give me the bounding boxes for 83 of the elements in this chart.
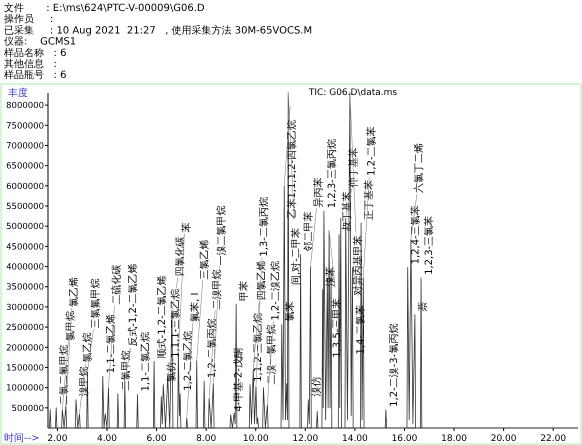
annotation: 对异丙基甲苯 xyxy=(352,236,364,296)
chart-title: TIC: G06.D\data.ms xyxy=(308,88,398,98)
y-tick-label: 7000000 xyxy=(6,141,44,152)
annotation: 1,2,4-三氯苯 xyxy=(410,205,422,264)
text: 已采集 : 10 Aug 2021 21:27 , 使用采集方法 30M-65VOCS.M xyxy=(4,24,312,36)
annotation: 1,1,2-三氯乙烷 xyxy=(252,312,264,382)
annotation: 1,2-二溴乙烷 xyxy=(269,261,282,321)
annotation: 1,3-二氯丙烷 xyxy=(258,197,270,257)
annotation: 氯乙烯 xyxy=(68,276,80,307)
annotation: 1,2,3-三氯苯 xyxy=(423,216,436,275)
annotation: 氯乙烷 xyxy=(81,332,94,363)
annotation: 邻二甲苯 xyxy=(302,211,315,252)
annotation: 顺式-1,2-二氯乙烯 xyxy=(156,275,168,358)
annotation: 4-甲基-2-戊酮 xyxy=(232,348,245,412)
y-tick-label: 3500000 xyxy=(6,282,44,293)
x-tick-label: 4.00 xyxy=(96,434,118,444)
x-tick-label: 22.00 xyxy=(540,434,566,444)
x-axis-title: 时间--> xyxy=(4,432,40,444)
annotation: 氟苯, I xyxy=(188,292,201,322)
annotation: 反式-1,2-二氯乙烯 xyxy=(126,264,139,347)
y-tick-label: 4000000 xyxy=(6,262,44,273)
y-tick-label: 2500000 xyxy=(6,323,44,334)
x-tick-label: 16.00 xyxy=(392,434,418,444)
annotation: 溴苯 xyxy=(324,266,337,287)
x-tick-label: 20.00 xyxy=(490,434,517,444)
annotation: 1,2-二溴-3-氯丙烷 xyxy=(388,324,400,407)
annotation: 三氯氟甲烷 xyxy=(89,278,102,329)
annotation: 一溴二氯甲烷 xyxy=(215,205,228,266)
annotation: 1,2,3-三氯丙烷 xyxy=(326,139,338,208)
annotation: 苯 xyxy=(180,222,192,233)
annotation: 1,2-二氯苯 xyxy=(365,126,378,176)
y-tick-label: 5500000 xyxy=(6,202,44,212)
x-tick-label: 12.00 xyxy=(292,434,318,444)
annotation: 氯仿 xyxy=(165,362,178,382)
x-tick-label: 6.00 xyxy=(146,434,167,444)
text: 其他信息 : xyxy=(4,58,57,70)
y-tick-label: 3000000 xyxy=(6,302,44,313)
annotation: 二硫化碳 xyxy=(110,264,122,305)
y-tick-label: 2000000 xyxy=(6,343,44,354)
y-tick-label: 1000000 xyxy=(6,384,44,394)
y-tick-label: 5000000 xyxy=(6,222,44,232)
annotation: 二氯二氟甲烷 xyxy=(58,344,70,405)
y-axis-title: 丰度 xyxy=(8,87,28,99)
annotation: 二氯甲烷 xyxy=(120,350,132,391)
annotation: 六氯丁二烯 xyxy=(412,143,425,194)
annotation: 叔丁基苯 xyxy=(341,192,354,232)
annotation: 三氯乙烯 xyxy=(198,239,211,280)
annotation: 1,1,1-三氯乙烷 xyxy=(170,288,182,358)
annotation: 萘 xyxy=(416,302,429,312)
y-tick-label: 1500000 xyxy=(6,363,44,374)
annotation: 四氯乙烯 xyxy=(255,260,268,301)
y-tick-label: 7500000 xyxy=(6,121,44,132)
annotation: 1,1-二氯乙烯 xyxy=(104,314,117,374)
annotation: 1,4-二氯苯 xyxy=(354,304,366,354)
text: 仪器: GCMS1 xyxy=(4,36,76,48)
x-tick-label: 2.00 xyxy=(47,434,68,444)
y-tick-label: 8000000 xyxy=(6,101,44,112)
y-tick-label: 500000 xyxy=(12,404,44,414)
x-tick-label: 8.00 xyxy=(196,434,216,444)
x-tick-label: 10.00 xyxy=(242,434,269,444)
annotation: 溴甲烷 xyxy=(78,366,90,397)
text: 样品名称 : 6 xyxy=(4,46,66,59)
annotation: 甲苯 xyxy=(238,281,250,302)
annotation: 氯甲烷 xyxy=(64,310,76,341)
text: 操作员 : xyxy=(4,13,54,26)
annotation: 1,3,5-三甲苯 xyxy=(331,298,344,358)
annotation: 1,2-二氯乙烷 xyxy=(182,331,194,391)
annotation: 乙苯1,1,1,2-四氯乙烷 xyxy=(286,120,298,219)
y-tick-label: 6500000 xyxy=(6,162,44,172)
annotation: 二溴甲烷 xyxy=(211,269,224,310)
annotation: 1,1-二氯乙烷 xyxy=(139,332,152,392)
annotation: 氯苯 xyxy=(284,302,296,322)
y-tick-label: 6000000 xyxy=(6,182,44,192)
x-tick-label: 18.00 xyxy=(441,434,468,444)
annotation: 溴仿 xyxy=(310,376,322,397)
x-tick-label: 14.00 xyxy=(342,434,368,444)
annotation: 四氯化碳 xyxy=(174,236,186,277)
annotation: 异丙苯 xyxy=(312,177,325,208)
annotation: 间,对-二甲苯 xyxy=(290,228,302,285)
text: 样品瓶号 : 6 xyxy=(4,69,66,82)
y-tick-label: 4500000 xyxy=(6,242,44,252)
text: 文件 : E:\ms\624\PTC-V-00009\G06.D xyxy=(4,2,205,14)
annotation: 正丁基苯 xyxy=(363,180,376,220)
